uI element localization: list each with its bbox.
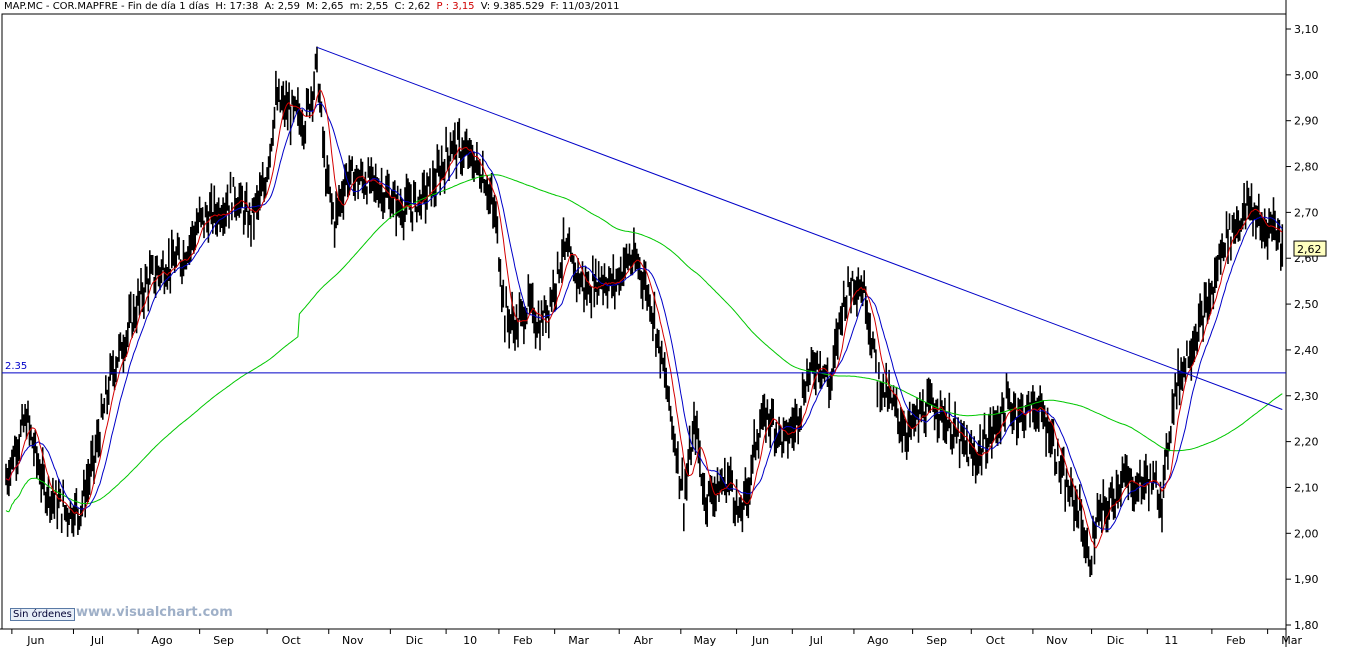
time-label: H: 17:38 (215, 1, 262, 12)
x-tick-label: Ago (151, 634, 173, 647)
x-tick-label: Sep (926, 634, 947, 647)
y-tick-label: 3,00 (1294, 69, 1319, 82)
orders-badge[interactable]: Sin órdenes (10, 608, 75, 621)
x-tick-label: Feb (513, 634, 532, 647)
y-tick-label: 2,90 (1294, 115, 1319, 128)
x-tick-label: Jun (751, 634, 769, 647)
volume-label: V: 9.385.529 (480, 1, 548, 12)
y-tick-label: 2,00 (1294, 527, 1319, 540)
ma-slow-line (5, 174, 1283, 513)
ma-fast-line (5, 89, 1283, 549)
y-tick-label: 1,90 (1294, 573, 1319, 586)
y-tick-label: 2,20 (1294, 436, 1319, 449)
last-price-box (1293, 240, 1327, 257)
y-tick-label: 3,10 (1294, 23, 1319, 36)
y-tick-label: 2,70 (1294, 206, 1319, 219)
y-tick-label: 2,10 (1294, 481, 1319, 494)
x-tick-label: Dic (406, 634, 424, 647)
x-tick-label: Ago (867, 634, 889, 647)
y-tick-label: 2,30 (1294, 390, 1319, 403)
low-label: m: 2,55 (349, 1, 392, 12)
plot-area (1, 13, 1287, 630)
x-tick-label: Jul (90, 634, 104, 647)
y-tick-label: 2,40 (1294, 344, 1319, 357)
x-tick-label: Nov (342, 634, 364, 647)
x-tick-label: Dic (1107, 634, 1125, 647)
x-tick-label: Jul (809, 634, 823, 647)
x-tick-label: Sep (213, 634, 234, 647)
price-label: P : 3,15 (436, 1, 478, 12)
high-label: M: 2,65 (306, 1, 347, 12)
x-tick-label: May (693, 634, 716, 647)
x-tick-label: Mar (1281, 634, 1302, 647)
y-tick-label: 1,80 (1294, 619, 1319, 632)
x-tick-label: Feb (1226, 634, 1245, 647)
watermark: www.visualchart.com (76, 605, 233, 620)
open-label: A: 2,59 (264, 1, 304, 12)
x-tick-label: Mar (568, 634, 589, 647)
close-label: C: 2,62 (394, 1, 434, 12)
last-price-label: 2,62 (1297, 243, 1322, 256)
ticker-label: MAP.MC - COR.MAPFRE - Fin de día 1 días (4, 1, 213, 12)
date-label: F: 11/03/2011 (550, 1, 620, 12)
x-tick-label: 11 (1164, 634, 1178, 647)
x-tick-label: Jun (26, 634, 44, 647)
y-tick-label: 2,80 (1294, 161, 1319, 174)
chart-header: MAP.MC - COR.MAPFRE - Fin de día 1 días … (4, 1, 623, 12)
x-tick-label: Nov (1046, 634, 1068, 647)
x-tick-label: Oct (282, 634, 302, 647)
x-tick-label: Oct (986, 634, 1006, 647)
price-bars (5, 46, 1284, 577)
x-tick-label: 10 (463, 634, 477, 647)
trendline (316, 46, 1283, 410)
y-tick-label: 2,50 (1294, 298, 1319, 311)
support-line-label: 2.35 (5, 361, 27, 372)
x-tick-label: Abr (634, 634, 654, 647)
